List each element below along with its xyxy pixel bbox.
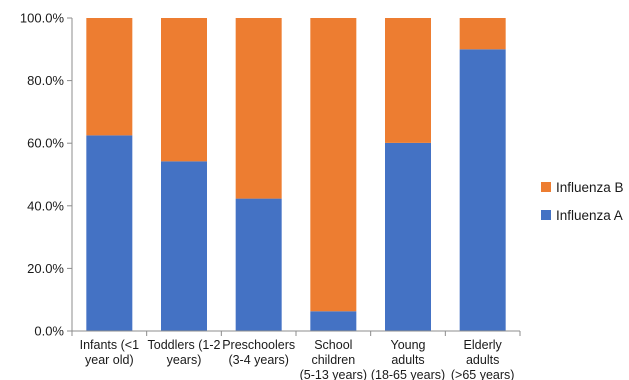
y-tick-label: 80.0% (27, 73, 64, 88)
x-tick-label-line: year old) (85, 353, 134, 367)
x-tick-label-line: (5-13 years) (300, 368, 367, 380)
y-tick-label: 40.0% (27, 198, 64, 213)
y-tick-label: 100.0% (20, 11, 65, 26)
legend-label: Influenza A (556, 208, 623, 223)
bar-influenza-a-1 (161, 161, 207, 331)
x-tick-label: Toddlers (1-2 years) (148, 338, 221, 367)
bar-influenza-a-0 (86, 135, 133, 332)
x-tick-label-line: (3-4 years) (228, 353, 288, 367)
x-tick-label-line: adults (391, 353, 424, 367)
y-tick-label: 0.0% (34, 324, 64, 339)
x-tick-label-line: years) (167, 353, 202, 367)
legend-label: Influenza B (556, 180, 624, 195)
x-tick-label: Young adults (18-65 years) (371, 338, 445, 380)
x-tick-label-line: children (311, 353, 355, 367)
bar-influenza-b-0 (86, 18, 133, 136)
bar-influenza-a-2 (235, 198, 282, 331)
legend-swatch (541, 182, 551, 192)
bar-influenza-a-5 (459, 49, 506, 332)
bar-influenza-a-3 (310, 311, 357, 331)
x-tick-label-line: (18-65 years) (371, 368, 445, 380)
bar-influenza-a-4 (385, 142, 431, 331)
axes-layer (67, 17, 521, 336)
bar-influenza-b-2 (235, 18, 282, 199)
x-tick-label: Preschoolers (3-4 years) (222, 338, 295, 367)
x-tick-labels: Infants (<1 year old)Toddlers (1-2 years)P… (80, 338, 515, 380)
x-tick-label: Elderly adults (>65 years) (451, 338, 515, 380)
x-tick-label-line: Young (391, 338, 426, 352)
y-tick-label: 20.0% (27, 261, 64, 276)
x-tick-label-line: Toddlers (1-2 (148, 338, 221, 352)
x-tick-label-line: School (314, 338, 352, 352)
y-tick-label: 60.0% (27, 136, 64, 151)
y-tick-labels: 0.0% 20.0% 40.0% 60.0% 80.0% 100.0% (20, 11, 65, 339)
bar-influenza-b-1 (161, 18, 207, 162)
x-tick-label-line: Elderly (464, 338, 503, 352)
bar-influenza-b-3 (310, 18, 357, 312)
x-tick-label-line: Infants (<1 (80, 338, 139, 352)
legend-swatch (541, 210, 551, 220)
bar-influenza-b-5 (459, 18, 506, 50)
bar-influenza-b-4 (385, 18, 431, 143)
bars-layer (86, 18, 506, 332)
x-tick-label-line: adults (466, 353, 499, 367)
x-tick-label-line: Preschoolers (222, 338, 295, 352)
legend: Influenza B Influenza A (541, 180, 624, 223)
x-tick-label: Infants (<1 year old) (80, 338, 139, 367)
x-tick-label-line: (>65 years) (451, 368, 515, 380)
x-tick-label: School children (5-13 years) (300, 338, 367, 380)
